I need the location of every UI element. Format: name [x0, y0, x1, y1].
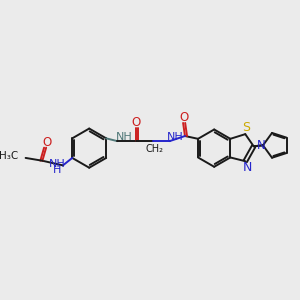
Text: O: O	[131, 116, 141, 129]
Text: NH: NH	[49, 158, 66, 169]
Text: O: O	[42, 136, 52, 148]
Text: NH: NH	[116, 132, 132, 142]
Text: O: O	[179, 111, 188, 124]
Text: H₃C: H₃C	[0, 151, 18, 161]
Text: H: H	[53, 165, 61, 175]
Text: S: S	[242, 121, 250, 134]
Text: N: N	[242, 161, 252, 174]
Text: NH: NH	[167, 132, 184, 142]
Text: N: N	[257, 139, 266, 152]
Text: CH₂: CH₂	[146, 144, 164, 154]
